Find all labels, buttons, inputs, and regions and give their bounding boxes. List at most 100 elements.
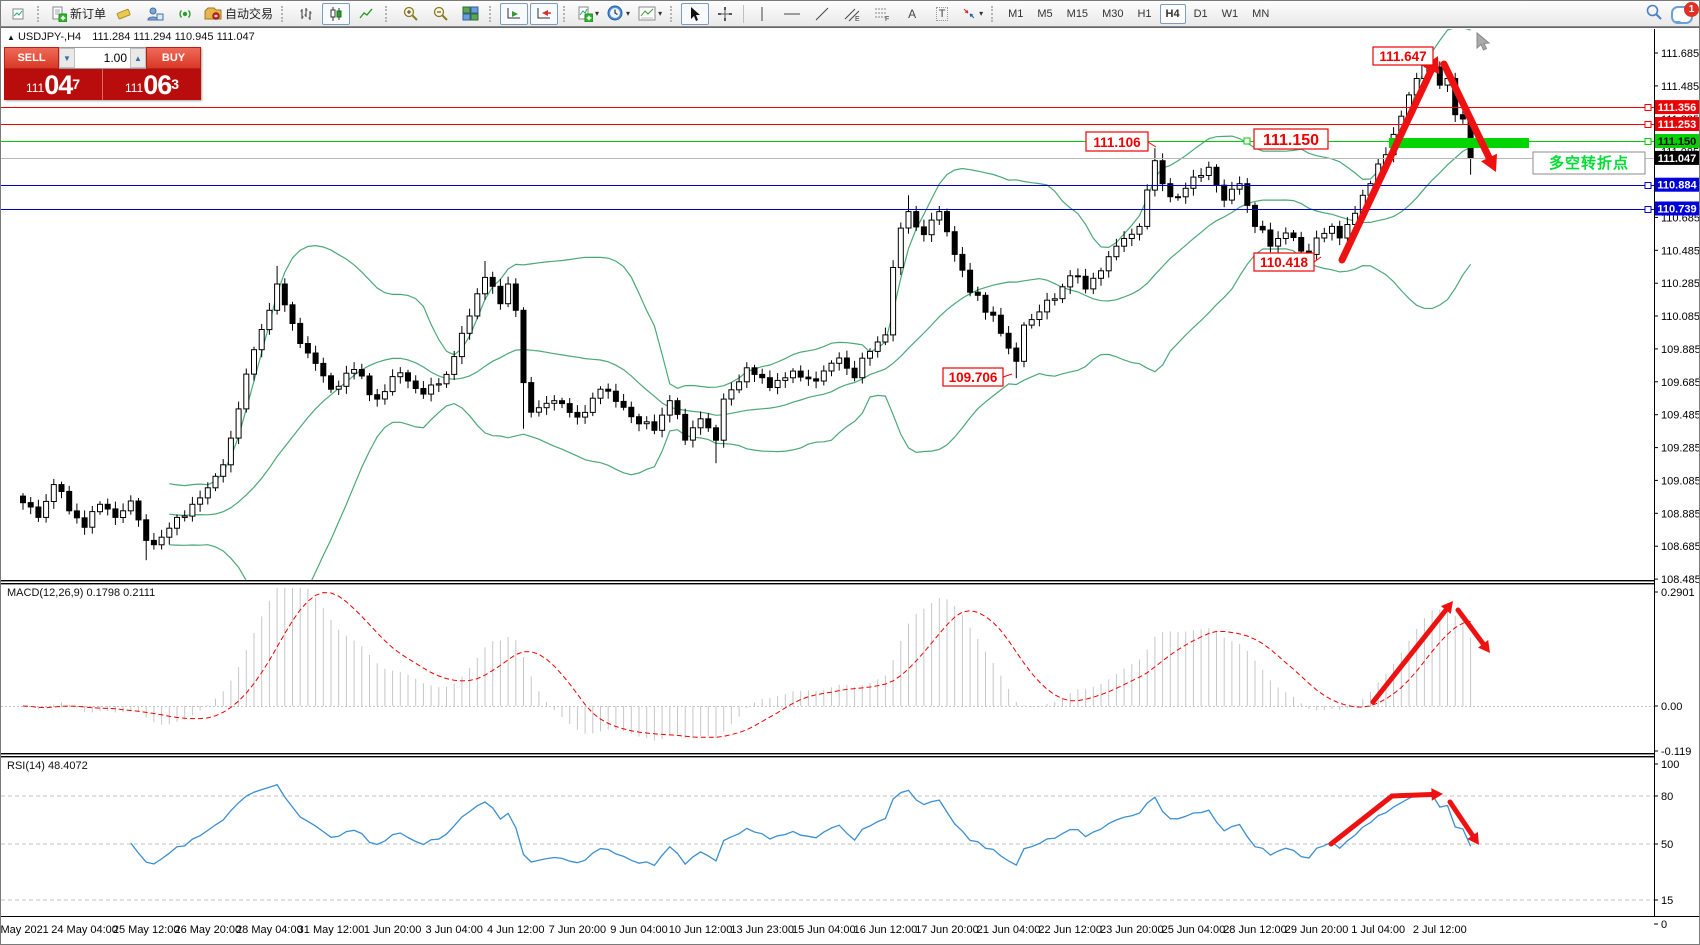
chart-shift-button[interactable]: [530, 2, 559, 25]
arrows-tool-button[interactable]: ▾: [958, 3, 986, 25]
zoom-out-button[interactable]: [426, 3, 454, 25]
svg-text:0.2901: 0.2901: [1661, 587, 1695, 599]
candle-chart-mode-button[interactable]: [322, 2, 351, 25]
sell-button[interactable]: SELL: [4, 47, 59, 69]
buy-price-main: 06: [143, 70, 172, 100]
svg-text:111.106: 111.106: [1093, 135, 1141, 150]
svg-text:111.485: 111.485: [1661, 81, 1699, 93]
svg-text:111.150: 111.150: [1263, 132, 1319, 149]
crosshair-button[interactable]: [711, 3, 739, 25]
candlesticks: [20, 58, 1474, 561]
profiles-button[interactable]: [141, 3, 169, 25]
tile-windows-button[interactable]: [456, 3, 484, 25]
horizontal-line-tool-button[interactable]: [778, 3, 806, 25]
chart-window-icon: [4, 3, 32, 25]
horizontal-level-lines[interactable]: [1, 104, 1654, 213]
tf-h1-button[interactable]: H1: [1137, 7, 1152, 20]
zoom-in-button[interactable]: [396, 3, 424, 25]
svg-text:110.418: 110.418: [1260, 255, 1309, 270]
fibonacci-tool-button[interactable]: F: [868, 3, 896, 25]
buy-price-display[interactable]: 111 06 3: [103, 69, 201, 100]
tf-m30-button[interactable]: M30: [1102, 7, 1124, 20]
lot-size-input[interactable]: [75, 48, 130, 68]
cursor-button[interactable]: [681, 2, 710, 25]
svg-text:15: 15: [1661, 895, 1673, 907]
chevron-down-icon: ▾: [658, 9, 663, 18]
svg-text:109.085: 109.085: [1661, 475, 1700, 487]
svg-text:1 Jun 20:00: 1 Jun 20:00: [364, 924, 422, 936]
autotrade-button[interactable]: 自动交易: [201, 3, 276, 25]
svg-text:20 May 2021: 20 May 2021: [1, 924, 49, 936]
svg-text:80: 80: [1661, 791, 1673, 803]
lot-increase-button[interactable]: ▲: [130, 48, 146, 68]
tf-m1-button[interactable]: M1: [1008, 7, 1024, 20]
tf-mn-button[interactable]: MN: [1252, 7, 1270, 20]
macd-panel: [1, 588, 1654, 741]
auto-scroll-button[interactable]: [500, 2, 529, 25]
tf-w1-button[interactable]: W1: [1221, 7, 1239, 20]
chart-symbol-header: ▲ USDJPY-,H4 111.284 111.294 110.945 111…: [7, 31, 255, 43]
svg-text:26 May 20:00: 26 May 20:00: [174, 924, 241, 936]
eraser-button[interactable]: [111, 3, 139, 25]
tf-d1-button[interactable]: D1: [1193, 7, 1208, 20]
search-button[interactable]: [1645, 3, 1663, 26]
svg-text:17 Jun 20:00: 17 Jun 20:00: [915, 924, 979, 936]
svg-text:24 May 04:00: 24 May 04:00: [51, 924, 118, 936]
price-callout-labels[interactable]: 111.647 111.150 111.106 110.418 109.706: [942, 46, 1434, 387]
svg-text:2 Jul 12:00: 2 Jul 12:00: [1413, 924, 1467, 936]
vertical-line-tool-button[interactable]: [748, 3, 776, 25]
main-toolbar: 新订单 自动交易 ▾ ▾ ▾ E F A T ▾ M1 M5 M15 M30 H…: [1, 1, 1699, 27]
text-label-tool-button[interactable]: T: [928, 3, 956, 25]
svg-text:110.884: 110.884: [1657, 180, 1697, 192]
svg-text:9 Jun 04:00: 9 Jun 04:00: [610, 924, 668, 936]
svg-text:109.485: 109.485: [1661, 410, 1700, 422]
tf-h4-button[interactable]: H4: [1159, 3, 1186, 24]
macd-indicator-label: MACD(12,26,9) 0.1798 0.2111: [7, 587, 156, 599]
svg-text:100: 100: [1661, 759, 1679, 771]
sell-price-display[interactable]: 111 04 7: [4, 69, 103, 100]
tf-m5-button[interactable]: M5: [1037, 7, 1053, 20]
svg-text:109.685: 109.685: [1661, 377, 1700, 389]
svg-text:108.685: 108.685: [1661, 541, 1700, 553]
svg-text:25 May 12:00: 25 May 12:00: [113, 924, 180, 936]
text-tool-button[interactable]: A: [908, 6, 917, 21]
bar-chart-mode-button[interactable]: [292, 3, 320, 25]
signals-button[interactable]: [171, 3, 199, 25]
chevron-down-icon: ▾: [595, 9, 600, 18]
svg-text:109.885: 109.885: [1661, 344, 1700, 356]
sell-price-main: 04: [44, 70, 73, 100]
tf-m15-button[interactable]: M15: [1066, 7, 1089, 20]
channel-tool-button[interactable]: E: [838, 3, 866, 25]
new-order-button[interactable]: 新订单: [48, 3, 109, 25]
svg-text:4 Jun 12:00: 4 Jun 12:00: [487, 924, 545, 936]
svg-text:21 Jun 04:00: 21 Jun 04:00: [977, 924, 1041, 936]
buy-button[interactable]: BUY: [146, 47, 201, 69]
line-chart-mode-button[interactable]: [352, 3, 380, 25]
svg-text:E: E: [855, 16, 860, 22]
periods-button[interactable]: ▾: [604, 3, 633, 25]
indicators-button[interactable]: ▾: [574, 3, 602, 25]
lot-decrease-button[interactable]: ▼: [59, 48, 75, 68]
annotation-arrows[interactable]: [1328, 56, 1497, 847]
rsi-indicator-label: RSI(14) 48.4072: [7, 760, 88, 772]
trendline-tool-button[interactable]: [808, 3, 836, 25]
highlight-zone-bar[interactable]: [1389, 138, 1529, 148]
panel-separators: [1, 27, 1699, 917]
svg-text:7 Jun 20:00: 7 Jun 20:00: [549, 924, 607, 936]
svg-text:23 Jun 20:00: 23 Jun 20:00: [1100, 924, 1164, 936]
svg-text:28 May 04:00: 28 May 04:00: [236, 924, 303, 936]
svg-text:110.485: 110.485: [1661, 245, 1700, 257]
symbol-period-label: USDJPY-,H4: [17, 31, 82, 43]
svg-text:50: 50: [1661, 839, 1673, 851]
autotrade-label: 自动交易: [225, 7, 274, 21]
buy-price-sup: 3: [171, 76, 180, 92]
notifications-button[interactable]: 1: [1671, 1, 1699, 24]
templates-button[interactable]: ▾: [635, 3, 665, 25]
svg-text:28 Jun 12:00: 28 Jun 12:00: [1223, 924, 1287, 936]
mouse-cursor-icon: [1476, 31, 1491, 51]
turning-point-note[interactable]: 多空转折点: [1532, 151, 1646, 175]
